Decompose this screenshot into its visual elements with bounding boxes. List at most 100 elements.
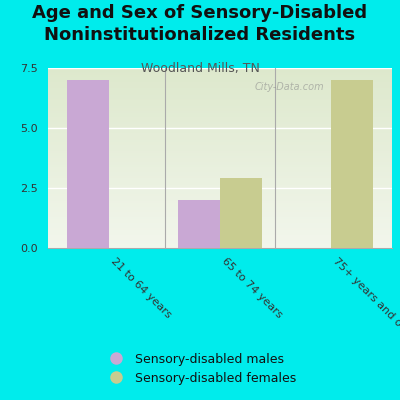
Bar (48, 187, 392, 189)
Bar (48, 151, 392, 152)
Bar (48, 70, 392, 72)
Bar (48, 201, 392, 203)
Bar (48, 221, 392, 223)
Bar (48, 129, 392, 131)
Bar (48, 181, 392, 183)
Bar (48, 156, 392, 158)
Bar (48, 237, 392, 239)
Bar (48, 198, 392, 199)
Text: Age and Sex of Sensory-Disabled
Noninstitutionalized Residents: Age and Sex of Sensory-Disabled Noninsti… (32, 4, 368, 44)
Bar (48, 140, 392, 142)
Bar (48, 108, 392, 109)
Bar (48, 192, 392, 194)
Bar (48, 232, 392, 234)
Text: City-Data.com: City-Data.com (254, 82, 324, 92)
Bar (48, 180, 392, 182)
Bar (48, 75, 392, 77)
Bar (48, 106, 392, 108)
Bar (48, 178, 392, 180)
Bar (48, 91, 392, 93)
Bar (48, 203, 392, 205)
Bar (48, 223, 392, 225)
Legend: Sensory-disabled males, Sensory-disabled females: Sensory-disabled males, Sensory-disabled… (99, 348, 301, 390)
Bar (48, 93, 392, 95)
Bar (220, 178, 262, 248)
Bar (48, 138, 392, 140)
Text: Woodland Mills, TN: Woodland Mills, TN (140, 62, 260, 75)
Bar (48, 214, 392, 216)
Bar (48, 154, 392, 156)
Bar (48, 144, 392, 145)
Bar (48, 118, 392, 120)
Bar (48, 172, 392, 174)
Bar (48, 162, 392, 163)
Bar (48, 97, 392, 99)
Bar (48, 82, 392, 84)
Bar (48, 74, 392, 75)
Bar (48, 189, 392, 190)
Bar (48, 84, 392, 86)
Bar (48, 90, 392, 91)
Bar (48, 225, 392, 226)
Bar (48, 190, 392, 192)
Bar (48, 99, 392, 100)
Bar (48, 165, 392, 167)
Bar (48, 228, 392, 230)
Bar (48, 79, 392, 81)
Bar (48, 208, 392, 210)
Bar (48, 68, 392, 70)
Bar (48, 163, 392, 165)
Bar (48, 116, 392, 118)
Bar (48, 216, 392, 217)
Bar (48, 77, 392, 79)
Bar (48, 230, 392, 232)
Bar (48, 113, 392, 115)
Bar (48, 158, 392, 160)
Bar (48, 88, 392, 90)
Bar (48, 124, 392, 126)
Bar (48, 160, 392, 162)
Bar (48, 174, 392, 176)
Bar (48, 196, 392, 198)
Bar (48, 147, 392, 149)
Bar (48, 170, 392, 172)
Bar (48, 133, 392, 134)
Bar (48, 81, 392, 82)
Bar (48, 115, 392, 117)
Bar (48, 134, 392, 136)
Bar (48, 145, 392, 147)
Bar (48, 205, 392, 206)
Bar (48, 199, 392, 201)
Bar (48, 169, 392, 170)
Bar (48, 234, 392, 235)
Bar (178, 200, 220, 248)
Bar (48, 111, 392, 113)
Bar (48, 120, 392, 122)
Bar (48, 72, 392, 73)
Bar (48, 136, 392, 138)
Bar (48, 183, 392, 185)
Bar (48, 152, 392, 154)
Bar (48, 131, 392, 133)
Bar (48, 95, 392, 97)
Bar (48, 167, 392, 169)
Bar (48, 217, 392, 219)
Bar (48, 102, 392, 104)
Bar (48, 194, 392, 196)
Bar (48, 100, 392, 102)
Bar (48, 104, 392, 106)
Bar (48, 244, 392, 246)
Bar (48, 176, 392, 178)
Bar (48, 86, 392, 88)
Bar (48, 226, 392, 228)
Bar (48, 142, 392, 144)
Bar (48, 206, 392, 208)
Bar (48, 122, 392, 124)
Bar (48, 241, 392, 242)
Bar (67, 80, 109, 248)
Bar (48, 212, 392, 214)
Bar (48, 239, 392, 241)
Bar (48, 128, 392, 129)
Bar (331, 80, 373, 248)
Bar (48, 185, 392, 187)
